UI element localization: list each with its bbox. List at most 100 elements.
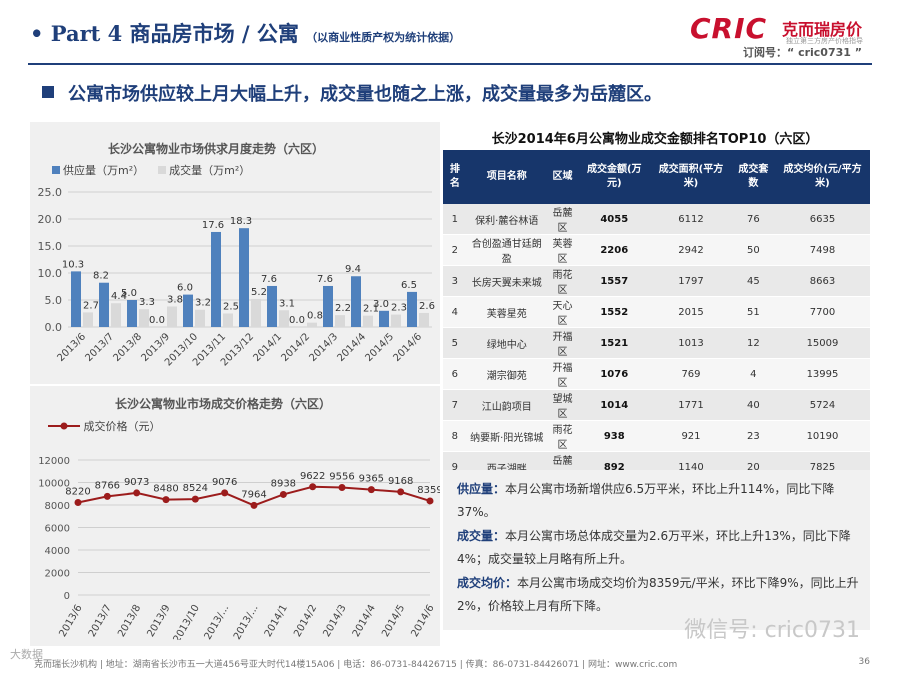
bar-supply [99, 282, 109, 327]
x-tick-label: 2014/5 [363, 331, 396, 364]
data-label-supply: 5.0 [121, 288, 137, 299]
price-point [309, 483, 317, 491]
price-data-label: 8938 [271, 478, 296, 489]
table-cell: 2942 [650, 234, 732, 266]
table-cell: 纳要斯·阳光锦城 [466, 420, 547, 452]
price-point [162, 496, 170, 504]
table-cell: 8663 [774, 265, 870, 297]
bar-supply [351, 276, 361, 327]
table-cell: 1 [443, 204, 467, 235]
footer-contact: 克而瑞长沙机构 | 地址：湖南省长沙市五一大道456号亚大时代14楼15A06 … [34, 660, 678, 670]
legend-swatch-supply [52, 166, 60, 174]
price-point [74, 499, 82, 507]
bar-supply [323, 285, 333, 327]
table-cell: 4055 [578, 204, 651, 235]
table-cell: 1552 [578, 296, 651, 328]
headline-text: 公寓市场供应较上月大幅上升，成交量也随之上涨，成交量最多为岳麓区。 [68, 84, 662, 105]
price-point [367, 486, 375, 494]
price-data-label: 7964 [241, 489, 266, 500]
table-cell: 开福区 [546, 358, 579, 390]
line-chart-title: 长沙公寓物业市场成交价格走势（六区） [115, 397, 332, 411]
x-tick-label: 2013/6 [55, 331, 88, 364]
price-chart-panel [30, 386, 440, 646]
table-cell: 15009 [774, 327, 870, 359]
table-cell: 保利·麓谷林语 [466, 204, 547, 235]
x-tick-label: 2013/7 [83, 331, 116, 364]
bar-supply [183, 294, 193, 327]
price-point [426, 497, 434, 505]
price-data-label: 9073 [124, 477, 149, 488]
table-row: 8 纳要斯·阳光锦城 雨花区 938 921 23 10190 [443, 420, 870, 452]
data-label-supply: 18.3 [230, 216, 252, 227]
bar-supply [267, 285, 277, 327]
price-point [279, 490, 287, 498]
y-tick-label: 5.0 [45, 294, 63, 307]
table-cell: 23 [731, 420, 775, 452]
y-tick-label: 12000 [38, 456, 70, 467]
data-label-supply: 0.0 [289, 315, 305, 326]
price-point [338, 483, 346, 491]
y-tick-label: 8000 [45, 501, 70, 512]
bar-sales [167, 306, 177, 327]
price-point [133, 489, 141, 497]
data-label-supply: 0.0 [149, 315, 165, 326]
table-cell: 雨花区 [546, 420, 579, 452]
bar-sales [363, 315, 373, 327]
table-cell: 921 [650, 420, 732, 452]
bar-chart-title: 长沙公寓物业市场供求月度走势（六区） [108, 142, 325, 156]
table-header-cell: 成交套数 [731, 150, 775, 204]
price-point [250, 501, 258, 509]
bullet-square-icon [42, 86, 54, 98]
data-label-sales: 2.1 [363, 304, 379, 315]
data-label-sales: 0.8 [307, 311, 323, 322]
legend-line-marker-icon [48, 422, 80, 430]
table-cell: 8 [443, 420, 467, 452]
price-data-label: 8359 [417, 485, 440, 496]
y-tick-label: 10000 [38, 479, 70, 490]
data-label-supply: 6.0 [177, 283, 193, 294]
x-tick-label: 2014/6 [409, 603, 436, 639]
summary-price: 成交均价：本月公寓市场成交均价为8359元/平米，环比下降9%，同比上升2%，价… [457, 572, 861, 618]
x-tick-label: 2014/4 [335, 331, 368, 364]
ranking-table: 排名 项目名称 区域 成交金额(万元) 成交面积(平方米) 成交套数 成交均价(元/平方米)… [443, 150, 870, 514]
table-cell: 2015 [650, 296, 732, 328]
y-tick-label: 25.0 [38, 186, 63, 199]
table-cell: 长房天翼未来城 [466, 265, 547, 297]
headline: 公寓市场供应较上月大幅上升，成交量也随之上涨，成交量最多为岳麓区。 [42, 80, 662, 106]
table-cell: 5 [443, 327, 467, 359]
x-tick-label: 2014/4 [351, 603, 378, 639]
bar-sales [391, 314, 401, 327]
price-data-label: 8480 [153, 484, 178, 495]
price-line-chart: 0 2000 4000 6000 8000 10000 12000 8220 8766 9073 8… [38, 456, 440, 640]
bar-supply [127, 300, 137, 327]
header-divider [28, 63, 872, 65]
page-title-text: • Part 4 商品房市场 / 公寓 [30, 21, 299, 46]
table-row: 6 潮宗御苑 开福区 1076 769 4 13995 [443, 358, 870, 390]
price-point [397, 488, 405, 496]
table-cell: 开福区 [546, 327, 579, 359]
subscription-id: 订阅号：“ cric0731 ” [743, 46, 862, 59]
logo-mark: CRIC [690, 12, 768, 45]
summary-supply-label: 供应量： [457, 482, 506, 496]
table-cell: 1013 [650, 327, 732, 359]
x-tick-label: 2014/3 [321, 603, 348, 639]
summary-price-label: 成交均价： [457, 576, 518, 590]
table-cell: 10190 [774, 420, 870, 452]
price-point [221, 489, 229, 497]
table-row: 7 江山韵项目 望城区 1014 1771 40 5724 [443, 389, 870, 421]
table-header-row: 排名 项目名称 区域 成交金额(万元) 成交面积(平方米) 成交套数 成交均价(元/平方米) [443, 150, 870, 204]
bar-sales [307, 322, 317, 327]
x-tick-label: 2013/8 [111, 331, 144, 364]
data-label-sales: 3.1 [279, 298, 295, 309]
price-data-label: 9365 [359, 474, 384, 485]
logo-name: 克而瑞房价 [782, 20, 863, 39]
table-cell: 769 [650, 358, 732, 390]
bar-sales [111, 303, 121, 327]
table-cell: 40 [731, 389, 775, 421]
wechat-watermark: 微信号: cric0731 [684, 618, 860, 643]
data-label-sales: 2.6 [419, 301, 435, 312]
bar-chart-legend: 供应量（万m²） 成交量（万m²） [52, 162, 250, 178]
y-tick-label: 4000 [45, 546, 70, 557]
data-label-supply: 7.6 [317, 274, 333, 285]
data-label-sales: 5.2 [251, 287, 267, 298]
